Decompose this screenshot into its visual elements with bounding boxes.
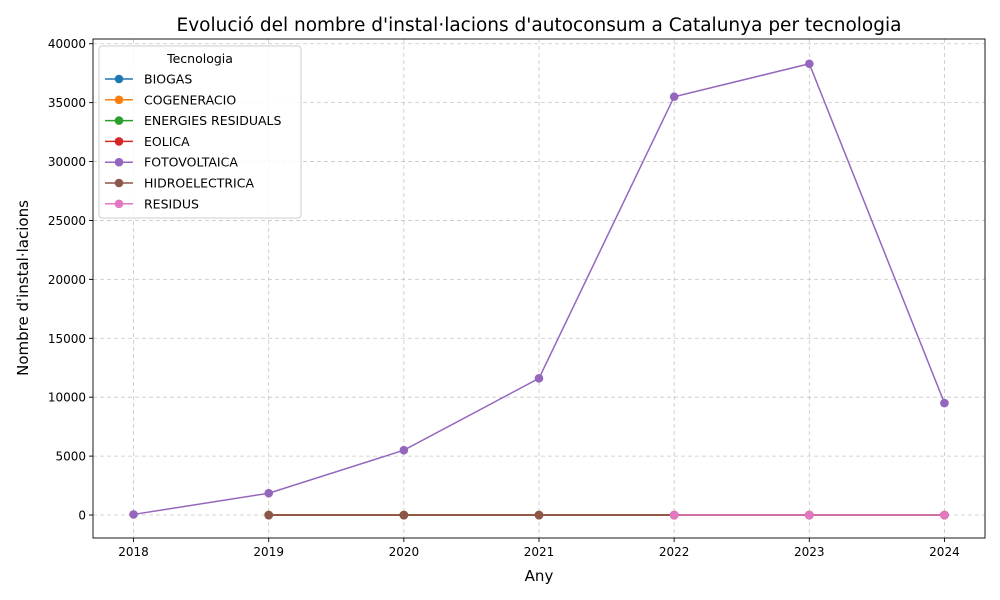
- data-point-residus: [805, 510, 814, 520]
- legend-marker: [114, 157, 124, 167]
- grid: [93, 39, 985, 538]
- data-point-hidroelectrica: [264, 510, 273, 520]
- x-tick-label: 2018: [118, 545, 149, 559]
- legend-item-fotovoltaica: FOTOVOLTAICA: [105, 155, 238, 170]
- legend-marker: [114, 95, 124, 105]
- legend-item-cogeneracio: COGENERACIO: [105, 92, 236, 107]
- legend-label: FOTOVOLTAICA: [144, 155, 238, 170]
- x-tick-label: 2020: [389, 545, 420, 559]
- y-tick-label: 15000: [48, 332, 86, 346]
- data-point-fotovoltaica: [940, 398, 949, 408]
- legend-marker: [114, 116, 124, 125]
- y-tick-label: 20000: [48, 273, 86, 287]
- data-point-hidroelectrica: [534, 510, 544, 520]
- x-axis: 2018 2019 2020 2021 2022 2023 2024: [118, 538, 960, 559]
- x-tick-label: 2021: [524, 545, 555, 559]
- data-point-fotovoltaica: [669, 92, 679, 102]
- data-point-fotovoltaica: [264, 488, 273, 498]
- x-tick-label: 2023: [794, 545, 825, 559]
- legend-item-biogas: BIOGAS: [105, 72, 192, 87]
- y-tick-label: 10000: [48, 391, 86, 405]
- y-tick-label: 40000: [48, 37, 86, 51]
- y-axis-label: Nombre d'instal·lacions: [14, 200, 32, 376]
- y-axis: 0 5000 10000 15000 20000 25000 30000 35000 40000: [48, 37, 93, 523]
- series-fotovoltaica: [129, 59, 949, 519]
- data-point-fotovoltaica: [129, 510, 138, 519]
- data-point-residus: [940, 510, 949, 520]
- x-tick-label: 2019: [253, 545, 284, 559]
- legend-label: RESIDUS: [144, 196, 199, 211]
- legend-item-hidroelectrica: HIDROELECTRICA: [105, 176, 254, 191]
- y-tick-label: 25000: [48, 214, 86, 228]
- legend-label: ENERGIES RESIDUALS: [144, 113, 282, 128]
- legend-item-residus: RESIDUS: [105, 196, 199, 211]
- x-tick-label: 2024: [929, 545, 960, 559]
- legend-marker: [114, 178, 124, 188]
- x-axis-label: Any: [525, 567, 554, 585]
- y-tick-label: 5000: [55, 450, 86, 464]
- series-residus: [669, 510, 949, 520]
- chart-title: Evolució del nombre d'instal·lacions d'a…: [177, 15, 902, 36]
- legend-marker: [114, 199, 124, 209]
- y-tick-label: 30000: [48, 155, 86, 169]
- y-tick-label: 35000: [48, 96, 86, 110]
- data-point-residus: [669, 510, 679, 520]
- series-group: [129, 59, 949, 520]
- legend-item-eolica: EOLICA: [105, 134, 190, 149]
- legend-frame: [98, 45, 302, 219]
- legend-label: HIDROELECTRICA: [144, 176, 254, 191]
- legend-item-energies-residuals: ENERGIES RESIDUALS: [105, 113, 282, 128]
- legend-marker: [114, 137, 124, 146]
- legend-marker: [114, 74, 124, 84]
- data-point-fotovoltaica: [399, 445, 409, 455]
- data-point-fotovoltaica: [805, 59, 814, 69]
- legend-title: Tecnologia: [166, 51, 233, 66]
- legend-label: BIOGAS: [144, 72, 192, 87]
- legend-label: COGENERACIO: [144, 92, 236, 107]
- data-point-fotovoltaica: [534, 374, 544, 383]
- x-tick-label: 2022: [659, 545, 690, 559]
- data-point-hidroelectrica: [399, 510, 409, 520]
- legend-label: EOLICA: [144, 134, 190, 149]
- legend: Tecnologia BIOGAS COGENERACIO ENERGIES RES…: [98, 45, 302, 219]
- y-tick-label: 0: [78, 509, 86, 523]
